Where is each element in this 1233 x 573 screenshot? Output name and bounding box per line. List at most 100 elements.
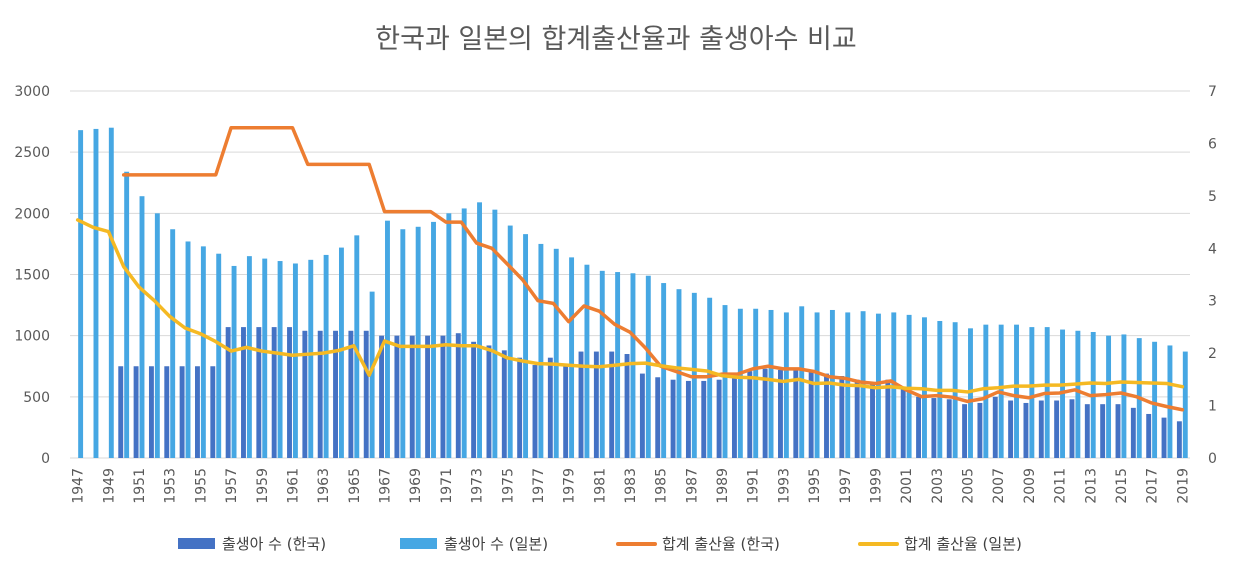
line-japan-fertility [75, 218, 1185, 394]
bar-korea [1069, 399, 1075, 458]
bar-korea [195, 366, 200, 458]
bar-japan [753, 308, 759, 458]
bars-korea [118, 327, 1182, 458]
bar-korea [670, 379, 676, 458]
bar-korea [225, 327, 231, 458]
y-left-tick-label: 1500 [14, 268, 50, 284]
x-tick-label: 2015 [1114, 468, 1130, 504]
x-tick-label: 1955 [193, 468, 209, 504]
bar-japan [354, 235, 360, 458]
bar-japan [124, 171, 130, 459]
chart-title: 한국과 일본의 합계출산율과 출생아수 비교 [375, 24, 856, 55]
bar-korea [1176, 421, 1182, 458]
bar-japan [737, 308, 743, 458]
x-tick-label: 1995 [807, 468, 823, 504]
x-tick-label: 2017 [1145, 468, 1161, 504]
y-right-tick-label: 6 [1208, 136, 1217, 152]
bar-japan [507, 225, 513, 458]
bar-korea [716, 379, 722, 458]
bar-japan [108, 127, 114, 458]
bar-korea [440, 335, 446, 458]
bar-korea [900, 389, 906, 458]
bar-korea [210, 366, 216, 458]
y-right-tick-label: 2 [1208, 346, 1217, 362]
bar-korea [778, 369, 783, 458]
y-axis-left: 0 500 1000 1500 2000 2500 3000 [14, 84, 50, 467]
bar-korea [348, 330, 354, 458]
bar-japan [768, 309, 774, 458]
bar-korea [593, 351, 599, 458]
y-right-tick-label: 4 [1208, 241, 1217, 257]
x-tick-label: 1997 [838, 468, 854, 504]
bar-korea [1054, 400, 1060, 458]
bar-japan [139, 196, 145, 458]
bar-korea [517, 357, 523, 458]
bar-korea [1130, 407, 1136, 458]
bar-japan [170, 229, 176, 458]
bar-korea [1023, 402, 1029, 458]
legend-label: 출생아 수 (일본) [444, 535, 548, 553]
bar-korea [701, 380, 707, 458]
bar-korea [501, 350, 507, 458]
bar-japan [292, 263, 298, 458]
x-tick-label: 1963 [316, 468, 332, 504]
legend: 출생아 수 (한국) 출생아 수 (일본) 합계 출산율 (한국) 합계 출산율 (일… [178, 535, 1022, 553]
y-left-tick-label: 0 [41, 451, 50, 467]
bar-japan [431, 221, 436, 458]
bar-korea [839, 376, 845, 458]
bar-korea [793, 368, 799, 458]
bar-japan [216, 253, 222, 458]
gridlines [70, 90, 1190, 459]
bar-japan [246, 256, 252, 458]
bar-korea [1146, 413, 1152, 458]
y-left-tick-label: 2000 [14, 206, 50, 222]
x-tick-label: 2003 [930, 468, 946, 504]
legend-item: 합계 출산율 (일본) [858, 535, 1022, 553]
bar-korea [854, 379, 860, 458]
bar-korea [133, 366, 139, 458]
bar-korea [655, 377, 661, 458]
x-tick-label: 2009 [1022, 468, 1038, 504]
bar-japan [154, 213, 160, 458]
bar-japan [308, 259, 314, 458]
legend-item: 출생아 수 (한국) [178, 535, 326, 553]
bar-korea [287, 327, 292, 458]
x-tick-label: 2005 [961, 468, 977, 504]
bar-korea [762, 368, 768, 458]
bar-korea [425, 335, 431, 458]
legend-label: 합계 출산율 (한국) [662, 535, 780, 553]
x-tick-label: 1965 [347, 468, 363, 504]
bar-japan [645, 275, 651, 458]
bar-korea [992, 396, 998, 458]
bar-japan [891, 312, 897, 458]
bar-japan [569, 257, 575, 458]
x-tick-label: 1979 [562, 468, 578, 504]
legend-label: 출생아 수 (한국) [222, 535, 326, 553]
bar-korea [977, 402, 983, 458]
bar-korea [1115, 404, 1121, 458]
bar-korea [639, 373, 645, 458]
legend-label: 합계 출산율 (일본) [904, 535, 1022, 553]
bar-japan [93, 128, 99, 458]
bar-korea [317, 330, 323, 458]
y-left-tick-label: 2500 [14, 145, 50, 161]
bar-japan [599, 270, 605, 458]
y-right-tick-label: 1 [1208, 399, 1217, 415]
bar-korea [824, 373, 829, 458]
bar-japan [385, 220, 390, 458]
bar-korea [747, 371, 753, 458]
bar-japan [783, 312, 789, 458]
bar-japan [1106, 335, 1112, 458]
x-tick-label: 1977 [531, 468, 547, 504]
x-tick-label: 1981 [592, 468, 608, 504]
bar-korea [1084, 404, 1090, 458]
bar-korea [962, 404, 968, 458]
bar-korea [578, 351, 584, 458]
legend-swatch [178, 538, 215, 549]
x-tick-label: 1989 [715, 468, 731, 504]
bar-japan [415, 226, 421, 458]
bar-korea [379, 335, 385, 458]
bar-japan [400, 229, 406, 458]
bar-korea [409, 335, 415, 458]
